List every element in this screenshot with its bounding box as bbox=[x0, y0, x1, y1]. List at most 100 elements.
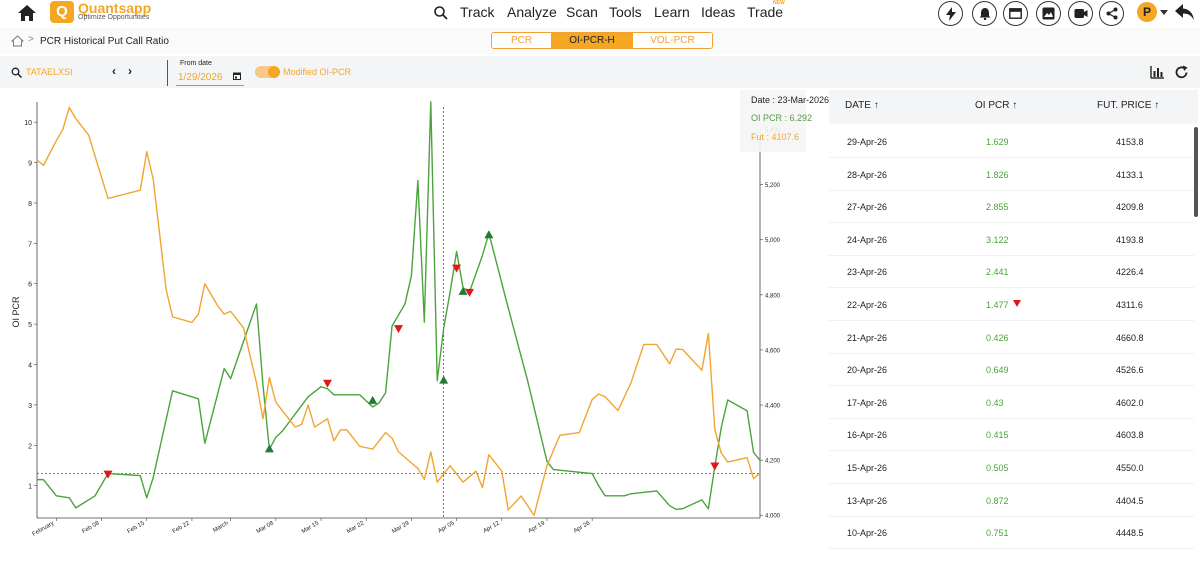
sell-signal-icon bbox=[1013, 300, 1021, 307]
chevron-left-icon[interactable]: ‹ bbox=[112, 64, 116, 78]
nav-learn[interactable]: Learn bbox=[654, 4, 690, 20]
cell-date: 23-Apr-26 bbox=[847, 267, 888, 278]
window-icon[interactable] bbox=[1003, 1, 1028, 26]
chevron-right-icon: > bbox=[28, 34, 34, 45]
table-row[interactable]: 23-Apr-26 2.441 4226.4 bbox=[829, 256, 1194, 289]
right-tick-label: 5,200 bbox=[765, 183, 781, 189]
nav-trade[interactable]: Trade bbox=[747, 4, 784, 20]
table-row[interactable]: 28-Apr-26 1.826 4133.1 bbox=[829, 159, 1194, 191]
from-date-input[interactable]: 1/29/2026 bbox=[178, 72, 223, 83]
cell-fut-price: 4153.8 bbox=[1116, 137, 1144, 147]
chart-tooltip bbox=[740, 90, 806, 152]
y-axis-title: OI PCR bbox=[11, 296, 21, 328]
left-tick-label: 4 bbox=[28, 363, 32, 370]
cell-date: 13-Apr-26 bbox=[847, 495, 888, 506]
search-icon[interactable] bbox=[11, 67, 22, 78]
page-title: PCR Historical Put Call Ratio bbox=[40, 36, 169, 47]
bell-icon[interactable] bbox=[972, 1, 997, 26]
right-tick-label: 5,000 bbox=[765, 238, 781, 244]
tab-vol-pcr[interactable]: VOL-PCR bbox=[633, 33, 712, 48]
left-tick-label: 1 bbox=[28, 484, 32, 491]
cell-oi-pcr: 1.477 bbox=[986, 300, 1009, 310]
cell-oi-pcr: 0.415 bbox=[986, 430, 1009, 441]
right-tick-label: 4,600 bbox=[765, 348, 781, 354]
flash-icon[interactable] bbox=[938, 1, 963, 26]
cell-date: 28-Apr-26 bbox=[847, 169, 888, 180]
buy-signal-marker bbox=[484, 230, 494, 239]
x-tick-label: Mar 22 bbox=[346, 520, 366, 535]
left-tick-label: 5 bbox=[28, 322, 32, 329]
th-oi-pcr[interactable]: OI PCR ↑ bbox=[975, 100, 1018, 111]
refresh-icon[interactable] bbox=[1174, 65, 1189, 80]
tooltip-date: Date : 23-Mar-2026 bbox=[751, 95, 830, 105]
x-tick-label: Feb 08 bbox=[81, 520, 101, 535]
pcr-tabs: PCR OI-PCR-H VOL-PCR bbox=[491, 32, 713, 49]
from-date-label: From date bbox=[180, 60, 212, 67]
x-tick-label: Apr 19 bbox=[528, 520, 547, 534]
toolbar: TATAELXSI ‹ › From date 1/29/2026 Modifi… bbox=[0, 56, 1200, 88]
right-tick-label: 4,000 bbox=[765, 514, 781, 520]
chevron-right-icon[interactable]: › bbox=[128, 64, 132, 78]
x-tick-label: March bbox=[212, 521, 229, 535]
cell-oi-pcr: 0.872 bbox=[986, 495, 1009, 506]
cell-fut-price: 4226.4 bbox=[1116, 267, 1144, 278]
table-row[interactable]: 29-Apr-26 1.629 4153.8 bbox=[829, 126, 1194, 158]
divider bbox=[167, 60, 168, 86]
bar-chart-icon[interactable] bbox=[1150, 66, 1164, 79]
table-row[interactable]: 15-Apr-26 0.505 4550.0 bbox=[829, 452, 1194, 484]
new-badge: NEW bbox=[773, 0, 785, 6]
image-icon[interactable] bbox=[1036, 1, 1061, 26]
table-row[interactable]: 24-Apr-26 3.122 4193.8 bbox=[829, 224, 1194, 256]
x-tick-label: Apr 26 bbox=[573, 520, 592, 534]
cell-date: 29-Apr-26 bbox=[847, 137, 888, 147]
cell-oi-pcr: 0.43 bbox=[986, 397, 1004, 408]
nav-track[interactable]: Track bbox=[460, 4, 495, 20]
table-row[interactable]: 13-Apr-26 0.872 4404.5 bbox=[829, 485, 1194, 517]
modified-oi-pcr-toggle[interactable] bbox=[255, 66, 280, 78]
table-row[interactable]: 21-Apr-26 0.426 4660.8 bbox=[829, 322, 1194, 354]
back-icon[interactable] bbox=[1174, 2, 1196, 22]
cell-oi-pcr: 0.505 bbox=[986, 463, 1009, 473]
pcr-chart-svg[interactable]: 1 2 3 4 5 6 7 8 9 10 4,000 4,200 4,400 4,600 4,800 5,00… bbox=[0, 90, 800, 566]
pcr-chart[interactable]: 1 2 3 4 5 6 7 8 9 10 4,000 4,200 4,400 4,600 4,800 5,00… bbox=[0, 90, 800, 566]
sell-signal-marker bbox=[452, 264, 462, 273]
video-icon[interactable] bbox=[1068, 1, 1093, 26]
right-tick-label: 4,400 bbox=[765, 404, 781, 410]
cell-fut-price: 4193.8 bbox=[1116, 234, 1144, 245]
share-icon[interactable] bbox=[1099, 1, 1124, 26]
buy-signal-marker bbox=[458, 286, 468, 295]
table-row[interactable]: 27-Apr-26 2.855 4209.8 bbox=[829, 191, 1194, 224]
chevron-down-icon[interactable] bbox=[1160, 10, 1168, 15]
calendar-icon[interactable] bbox=[233, 72, 241, 80]
left-tick-label: 8 bbox=[28, 201, 32, 208]
cell-oi-pcr: 2.855 bbox=[986, 202, 1009, 213]
tooltip-oi-pcr: OI PCR : 6.292 bbox=[751, 113, 813, 123]
table-row[interactable]: 22-Apr-26 1.477 4311.6 bbox=[829, 289, 1194, 321]
table-row[interactable]: 10-Apr-26 0.751 4448.5 bbox=[829, 517, 1194, 550]
table-row[interactable]: 20-Apr-26 0.649 4526.6 bbox=[829, 354, 1194, 387]
nav-analyze[interactable]: Analyze bbox=[507, 4, 557, 20]
search-icon[interactable] bbox=[433, 5, 449, 21]
sell-signal-marker bbox=[465, 288, 475, 297]
brand-logo[interactable]: Q bbox=[50, 1, 74, 23]
table-scrollbar[interactable] bbox=[1194, 127, 1198, 217]
th-fut-price[interactable]: FUT. PRICE ↑ bbox=[1097, 100, 1160, 111]
x-tick-label: Mar 15 bbox=[301, 520, 321, 535]
tab-pcr[interactable]: PCR bbox=[492, 33, 551, 48]
table-row[interactable]: 17-Apr-26 0.43 4602.0 bbox=[829, 387, 1194, 419]
left-tick-label: 3 bbox=[28, 403, 32, 410]
nav-scan[interactable]: Scan bbox=[566, 4, 598, 20]
avatar[interactable]: P bbox=[1137, 2, 1157, 22]
cell-fut-price: 4404.5 bbox=[1116, 495, 1144, 506]
tab-oi-pcr-h[interactable]: OI-PCR-H bbox=[551, 33, 633, 48]
th-date[interactable]: DATE ↑ bbox=[845, 100, 879, 111]
table-row[interactable]: 16-Apr-26 0.415 4603.8 bbox=[829, 419, 1194, 452]
nav-tools[interactable]: Tools bbox=[609, 4, 642, 20]
home-outline-icon[interactable] bbox=[11, 35, 24, 47]
symbol-input[interactable]: TATAELXSI bbox=[26, 67, 73, 77]
home-icon[interactable] bbox=[16, 3, 38, 23]
left-tick-label: 6 bbox=[28, 282, 32, 289]
x-tick-label: Apr 12 bbox=[482, 520, 501, 534]
x-tick-label: Apr 05 bbox=[437, 520, 456, 534]
nav-ideas[interactable]: Ideas bbox=[701, 4, 736, 20]
